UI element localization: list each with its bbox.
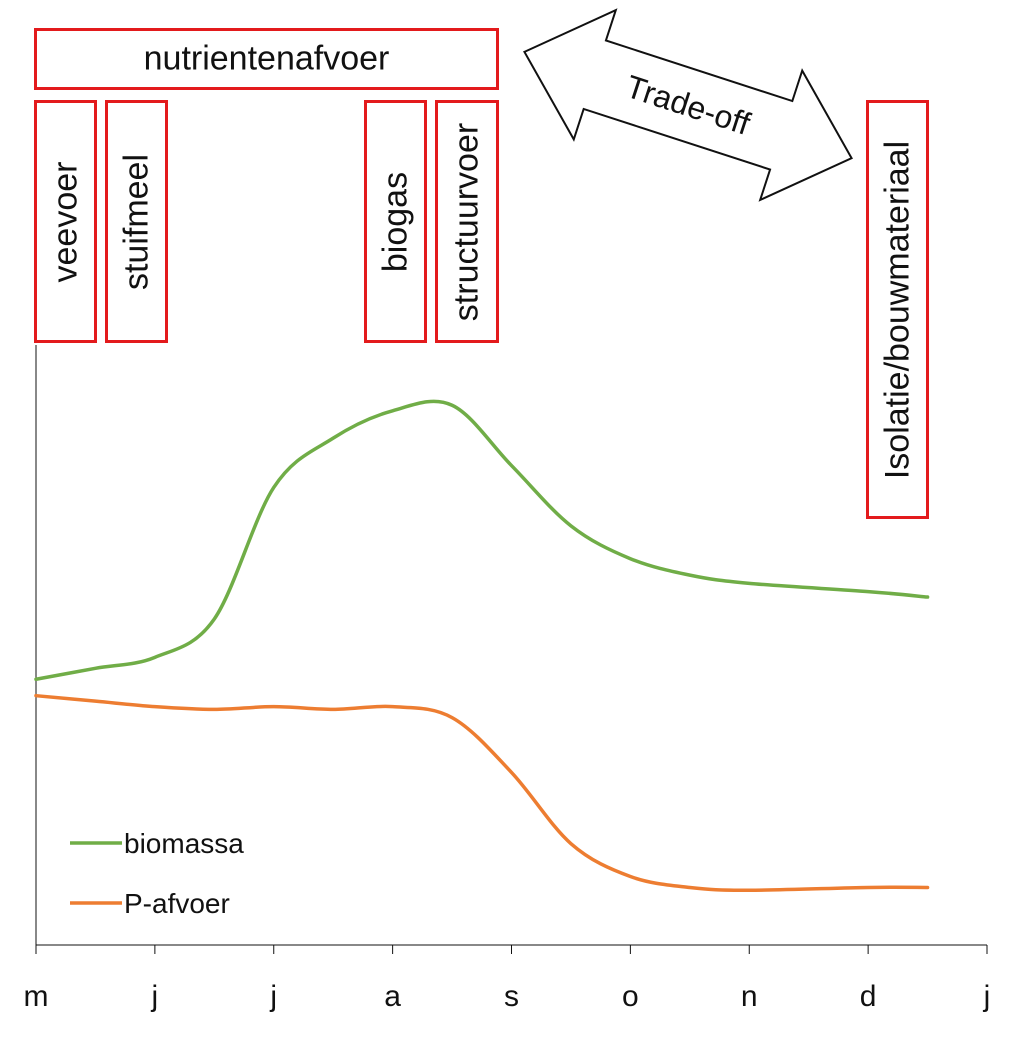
legend-label: biomassa [124, 828, 244, 859]
structuurvoer-box: structuurvoer [435, 100, 499, 343]
series-line-biomassa [34, 399, 930, 681]
x-tick-label: d [860, 980, 877, 1013]
series-line-p-afvoer [34, 693, 930, 892]
nutrientenafvoer-label: nutrientenafvoer [143, 39, 390, 78]
biogas-label: biogas [376, 171, 414, 272]
series-layer [34, 399, 930, 892]
double-arrow-icon [523, 8, 853, 202]
x-tick-label: m [24, 980, 49, 1013]
x-tick-label: j [269, 980, 277, 1013]
structuurvoer-label: structuurvoer [447, 122, 486, 321]
legend-label: P-afvoer [124, 888, 230, 919]
isolatie-bouwmateriaal-box: Isolatie/bouwmateriaal [866, 100, 929, 519]
trade-off-arrow: Trade-off [523, 8, 853, 202]
veevoer-label: veevoer [46, 161, 84, 282]
veevoer-box: veevoer [34, 100, 97, 343]
x-tick-label: n [741, 980, 758, 1013]
isolatie-bouwmateriaal-label: Isolatie/bouwmateriaal [878, 140, 916, 479]
nutrientenafvoer-box: nutrientenafvoer [34, 28, 499, 90]
biogas-box: biogas [364, 100, 427, 343]
legend: biomassa P-afvoer [70, 828, 244, 919]
stuifmeel-label: stuifmeel [117, 153, 155, 290]
stuifmeel-box: stuifmeel [105, 100, 168, 343]
x-tick-label: j [983, 980, 991, 1013]
x-tick-label: o [622, 980, 639, 1013]
x-tick-label: a [384, 980, 401, 1013]
x-tick-label: j [151, 980, 159, 1013]
x-tick-label: s [504, 980, 519, 1013]
